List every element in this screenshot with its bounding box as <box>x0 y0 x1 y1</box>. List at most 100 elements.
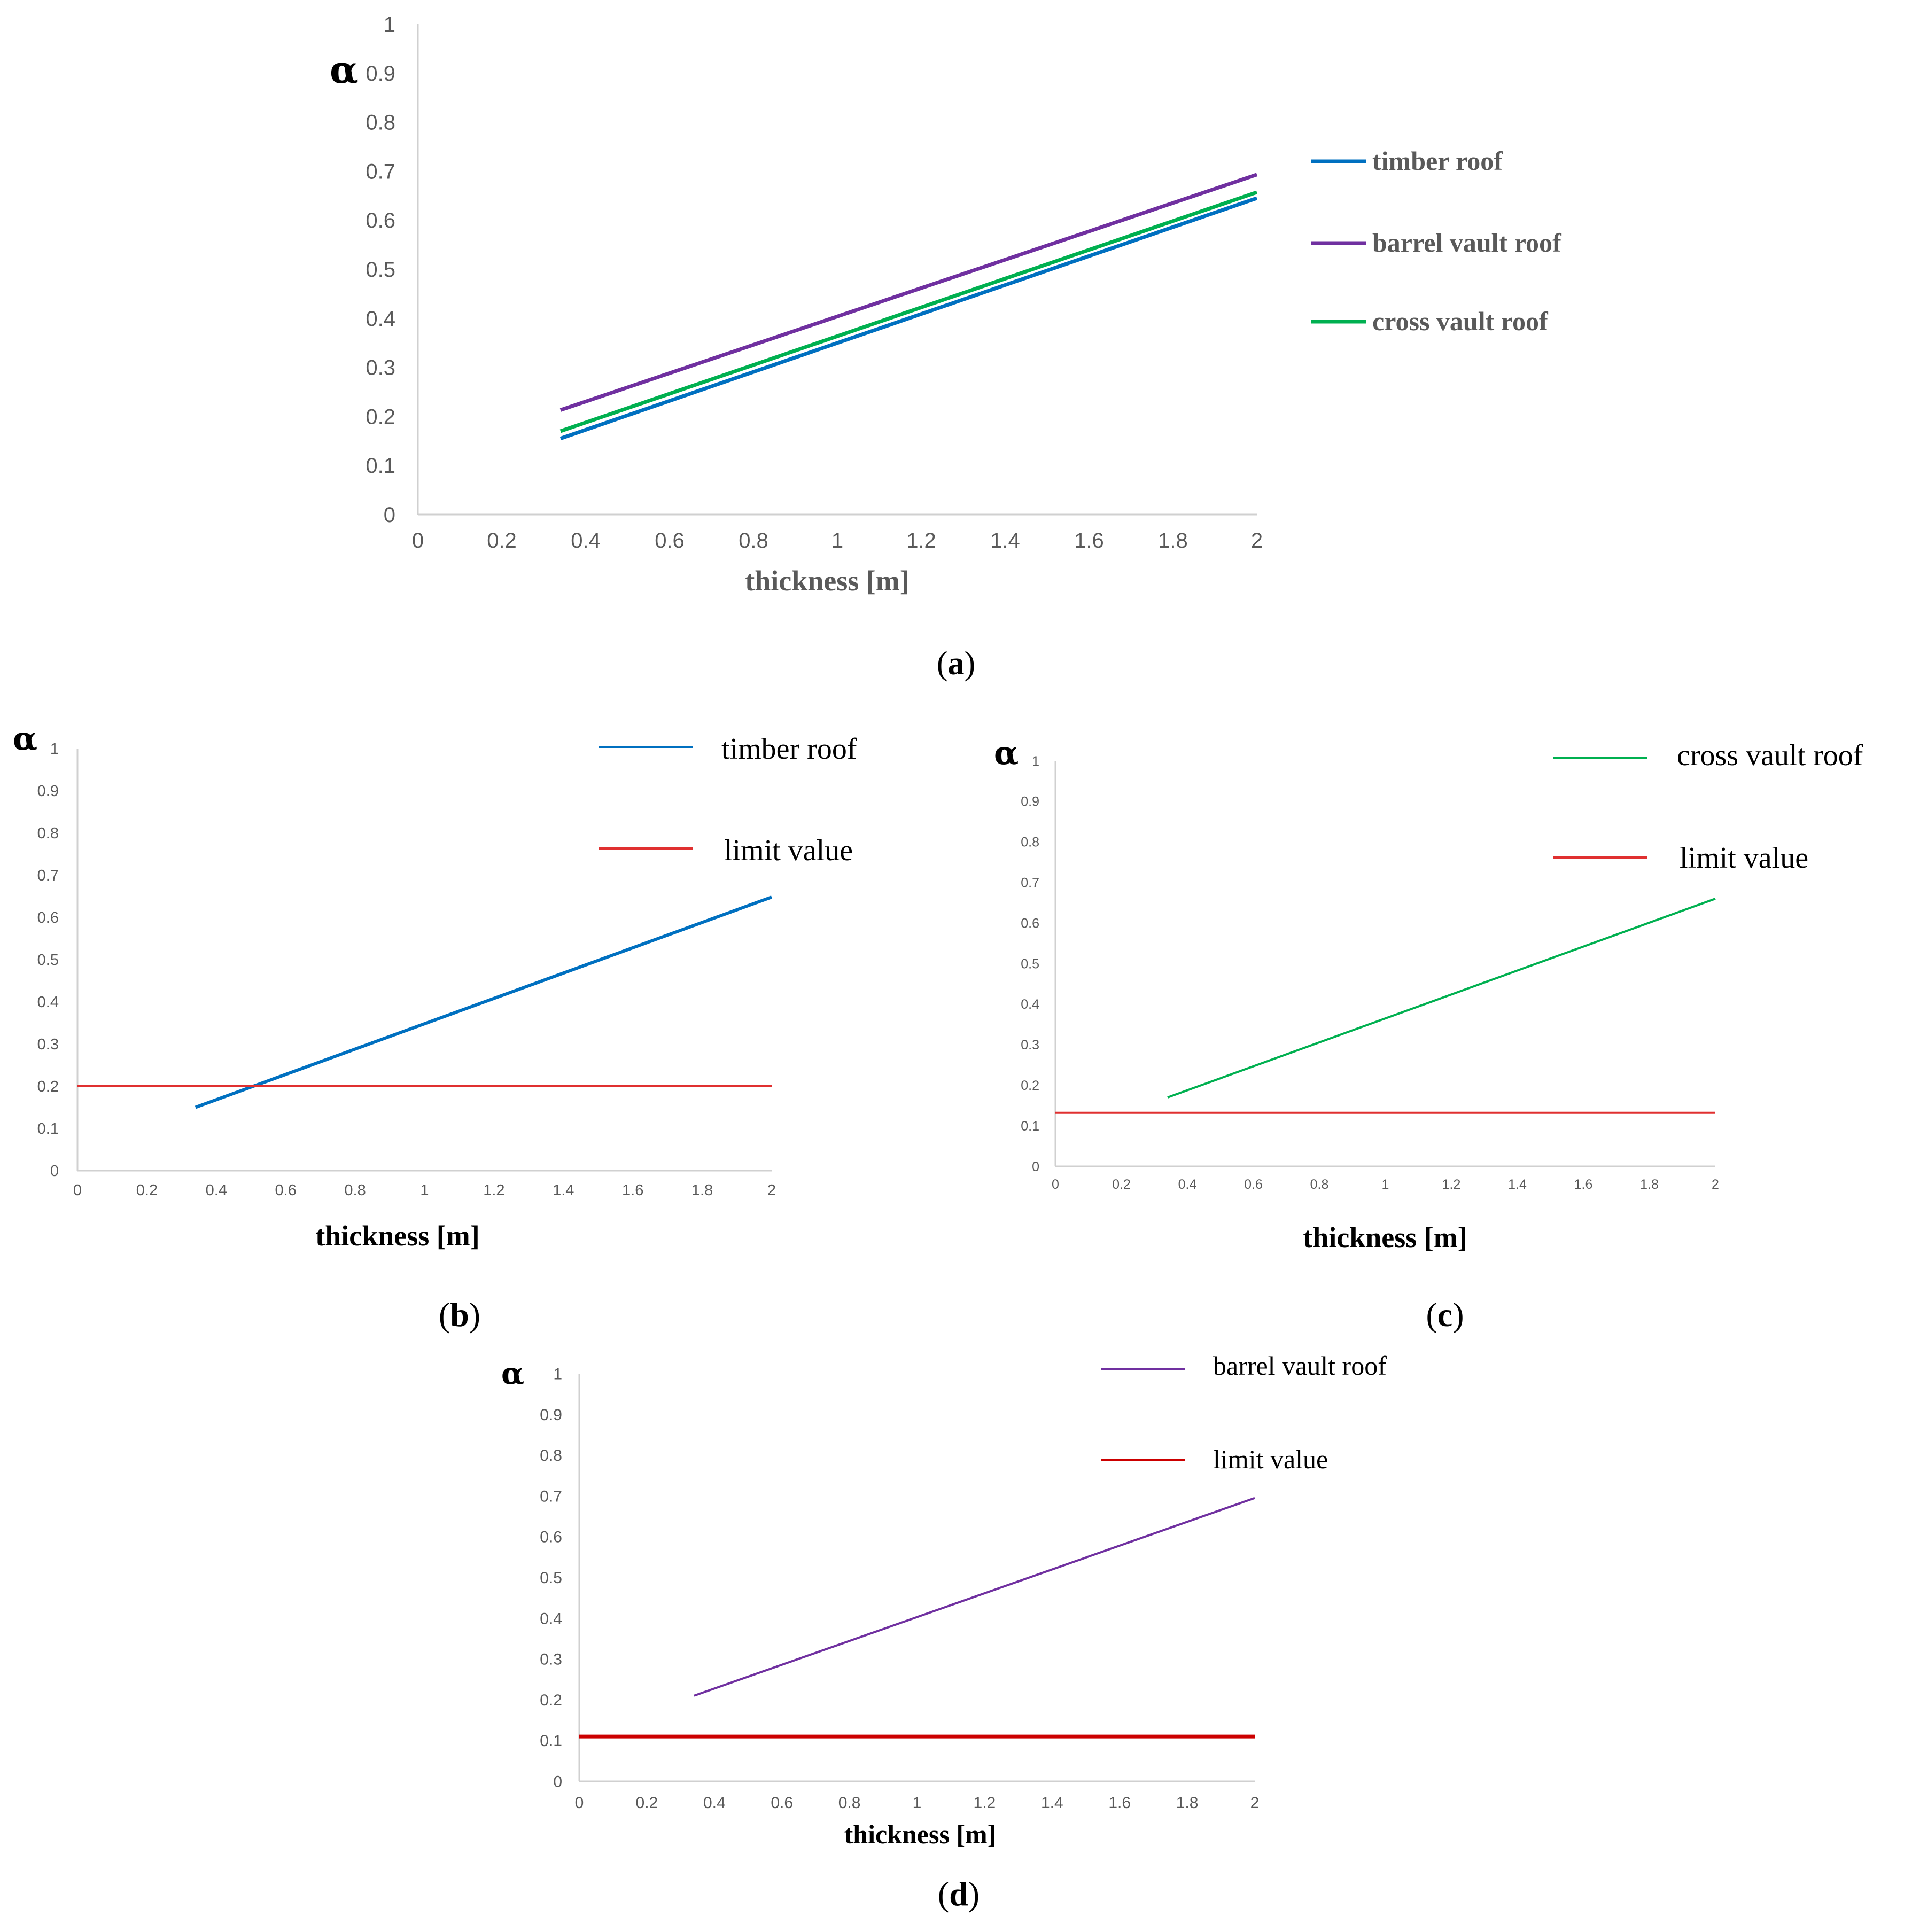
x-tick-label: 2 <box>767 1182 776 1199</box>
legend-label: limit value <box>724 834 853 867</box>
y-tick-label: 1 <box>1032 754 1039 769</box>
x-tick-label: 2 <box>1250 1794 1260 1812</box>
x-tick-label: 0.8 <box>838 1794 861 1812</box>
x-tick-label: 1.2 <box>974 1794 996 1812</box>
y-tick-label: 0 <box>1032 1159 1039 1174</box>
legend-label: cross vault roof <box>1677 739 1863 772</box>
series-line-cross-vault-roof <box>1167 898 1716 1099</box>
y-tick-label: 0.2 <box>540 1692 562 1709</box>
x-tick-label: 1.6 <box>1074 529 1104 552</box>
y-tick-label: 0.7 <box>540 1487 562 1505</box>
y-tick-label: 0.4 <box>37 994 59 1011</box>
x-tick-label: 1.4 <box>553 1182 574 1199</box>
x-tick-label: 1.8 <box>1158 529 1188 552</box>
x-tick-label: 1 <box>913 1794 922 1812</box>
x-tick-label: 1.4 <box>1508 1177 1527 1192</box>
series-line-timber-roof <box>559 196 1258 441</box>
x-tick-label: 0 <box>575 1794 584 1812</box>
x-tick-label: 2 <box>1712 1177 1719 1192</box>
y-tick-label: 0.5 <box>540 1569 562 1587</box>
y-tick-label: 1 <box>50 741 59 758</box>
y-tick-label: 0.9 <box>366 62 395 85</box>
series-line-cross-vault-roof <box>559 190 1258 433</box>
x-tick-label: 0.6 <box>771 1794 793 1812</box>
x-tick-label: 0.4 <box>571 529 601 552</box>
chart-b: 0 0.2 0.4 0.6 0.8 1 1.2 1.4 1.6 1.8 2 0 0.1 0.2 0.3 0.4… <box>13 720 857 1334</box>
series-line-timber-roof <box>195 895 773 1109</box>
x-tick-label: 1 <box>420 1182 429 1199</box>
x-tick-label: 1 <box>1382 1177 1389 1192</box>
panel-caption: (a) <box>937 645 975 682</box>
y-tick-label: 0.2 <box>366 405 395 429</box>
x-tick-label: 0.6 <box>275 1182 297 1199</box>
legend-label: timber roof <box>1372 146 1503 176</box>
x-tick-label: 1.8 <box>1176 1794 1199 1812</box>
legend-label: barrel vault roof <box>1372 228 1562 258</box>
y-tick-label: 0.8 <box>1021 835 1039 850</box>
y-tick-label: 0.5 <box>37 952 59 969</box>
y-tick-label: 0 <box>50 1163 59 1180</box>
x-tick-label: 0.8 <box>1310 1177 1329 1192</box>
y-tick-label: 0.9 <box>540 1406 562 1424</box>
legend-label: limit value <box>1213 1444 1328 1474</box>
y-axis-title: α <box>13 720 37 758</box>
y-tick-label: 0 <box>553 1773 562 1791</box>
x-tick-label: 0 <box>412 529 424 552</box>
x-axis-title: thickness [m] <box>745 565 910 597</box>
x-tick-label: 1.8 <box>1640 1177 1659 1192</box>
y-axis-title: α <box>994 735 1019 772</box>
y-tick-label: 0.5 <box>366 258 395 282</box>
x-tick-label: 0.4 <box>206 1182 227 1199</box>
x-tick-label: 1.4 <box>990 529 1020 552</box>
y-tick-label: 0.3 <box>540 1651 562 1669</box>
x-tick-label: 0 <box>1052 1177 1059 1192</box>
x-tick-label: 1.4 <box>1041 1794 1063 1812</box>
x-tick-label: 1.6 <box>1574 1177 1593 1192</box>
x-tick-label: 0.2 <box>487 529 517 552</box>
y-tick-label: 0.6 <box>1021 916 1039 931</box>
chart-a: 0 0.2 0.4 0.6 0.8 1 1.2 1.4 1.6 1.8 2 0 0.1 0.2 0.3 0.4… <box>330 13 1562 682</box>
legend-label: cross vault roof <box>1372 306 1549 336</box>
x-tick-label: 1.6 <box>622 1182 643 1199</box>
y-tick-label: 0.3 <box>1021 1038 1039 1053</box>
y-tick-label: 0.1 <box>1021 1119 1039 1134</box>
y-tick-label: 0.9 <box>1021 794 1039 809</box>
x-tick-label: 0.2 <box>136 1182 158 1199</box>
y-tick-label: 0.7 <box>1021 875 1039 890</box>
x-tick-label: 1.8 <box>691 1182 713 1199</box>
x-axis-title: thickness [m] <box>315 1220 480 1252</box>
legend-label: barrel vault roof <box>1213 1351 1387 1381</box>
x-tick-label: 1.2 <box>483 1182 504 1199</box>
x-tick-label: 0.8 <box>344 1182 366 1199</box>
y-tick-label: 0.6 <box>540 1529 562 1546</box>
y-tick-label: 0.3 <box>37 1036 59 1053</box>
x-tick-label: 1.6 <box>1108 1794 1131 1812</box>
panel-caption: (b) <box>439 1296 480 1334</box>
y-tick-label: 0.4 <box>1021 997 1039 1012</box>
x-tick-label: 0.4 <box>1178 1177 1197 1192</box>
y-tick-label: 0.8 <box>366 111 395 135</box>
y-tick-label: 0.6 <box>37 909 59 926</box>
x-tick-label: 1.2 <box>906 529 936 552</box>
x-tick-label: 1.2 <box>1442 1177 1461 1192</box>
x-tick-label: 2 <box>1251 529 1263 552</box>
y-tick-label: 0.4 <box>540 1610 562 1627</box>
x-tick-label: 0.4 <box>703 1794 726 1812</box>
x-tick-label: 0.6 <box>1244 1177 1263 1192</box>
y-tick-label: 1 <box>553 1366 562 1383</box>
chart-c: 0 0.2 0.4 0.6 0.8 1 1.2 1.4 1.6 1.8 2 0 0.1 0.2 0.3 0.4… <box>994 735 1863 1334</box>
y-tick-label: 0.2 <box>1021 1078 1039 1093</box>
panel-caption: (c) <box>1426 1296 1464 1334</box>
y-tick-label: 0.7 <box>366 160 395 183</box>
y-tick-label: 0.7 <box>37 867 59 884</box>
chart-d: 0 0.2 0.4 0.6 0.8 1 1.2 1.4 1.6 1.8 2 0 0.1 0.2 0.3 0.4… <box>501 1351 1387 1913</box>
x-tick-label: 0.2 <box>1112 1177 1131 1192</box>
legend-label: limit value <box>1680 842 1808 875</box>
series-line-barrel-vault-roof <box>694 1497 1255 1697</box>
y-tick-label: 0.5 <box>1021 956 1039 971</box>
y-tick-label: 0.1 <box>540 1732 562 1750</box>
x-axis-title: thickness [m] <box>844 1819 997 1849</box>
series-line-barrel-vault-roof <box>559 173 1258 412</box>
x-tick-label: 0 <box>73 1182 82 1199</box>
